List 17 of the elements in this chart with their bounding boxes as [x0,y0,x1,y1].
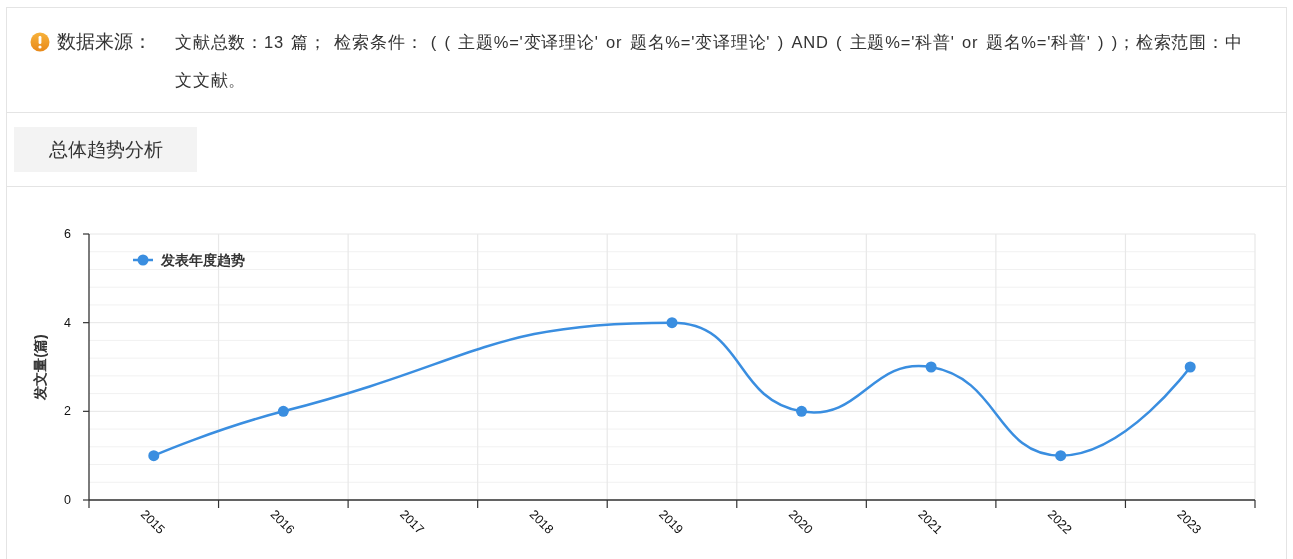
point [925,361,937,373]
y-tick-label: 4 [64,315,72,330]
point [1184,361,1196,373]
point [796,405,808,417]
chart-title: 总体趋势分析 [14,127,197,172]
text: 文献总数：13 篇； 检索条件： ( ( 主题%='变译理论' or 题名%='变译理论' ) AND ( 主题%='科普' or 题名%='科普' ) )；检索范围：中文文献。 [175,33,1243,89]
y-tick-label: 2 [64,404,72,419]
legend-label: 发表年度趋势 [160,252,245,268]
point [666,317,678,329]
point [1055,450,1067,462]
y-tick-label: 6 [64,227,72,241]
point [148,450,160,462]
legend: 发表年度趋势 [133,252,245,268]
point [277,405,289,417]
y-tick-label: 0 [64,493,72,507]
source-note: 数据来源： [57,30,152,54]
y-axis-title: 发文量(篇) [32,334,48,401]
